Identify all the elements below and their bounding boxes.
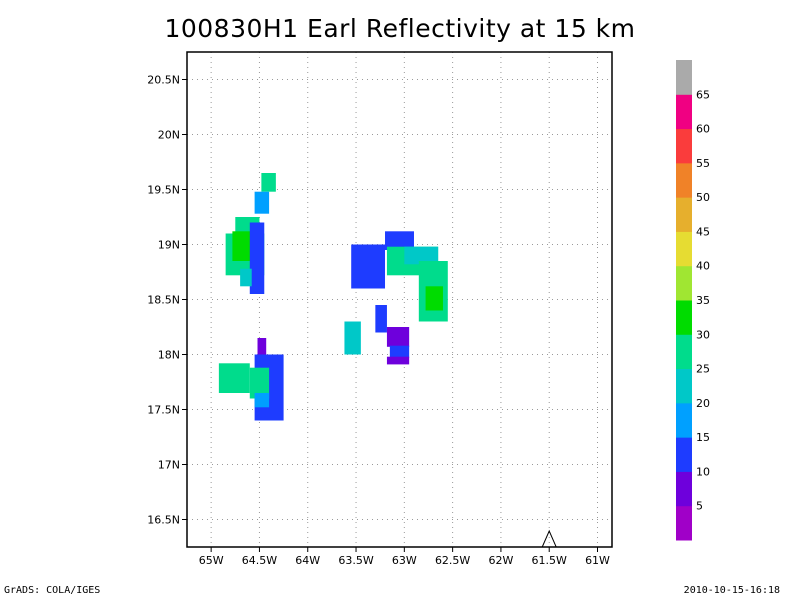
x-tick-label: 63W [392,554,417,567]
y-tick-label: 17N [158,459,180,472]
y-tick-label: 19.5N [147,184,180,197]
colorbar-label: 5 [696,500,703,513]
y-tick-label: 19N [158,239,180,252]
storm-marker [541,529,557,548]
colorbar-label: 10 [696,465,710,478]
colorbar-label: 60 [696,123,710,136]
colorbar: 5 10 15 20 25 30 35 40 45 50 55 60 65 [676,60,710,541]
reflectivity-cell [240,268,252,287]
y-tick-label: 17.5N [147,404,180,417]
y-tick-label: 16.5N [147,514,180,527]
colorbar-label: 55 [696,157,710,170]
reflectivity-cell [404,246,439,265]
colorbar-segment [676,265,692,301]
reflectivity-cell [375,305,387,333]
colorbar-segment [676,162,692,198]
x-tick-label: 62W [488,554,513,567]
colorbar-segment [676,368,692,404]
colorbar-segment [676,300,692,335]
colorbar-label: 20 [696,397,710,410]
reflectivity-cell [232,231,252,261]
plot-frame [186,51,613,548]
colorbar-label: 35 [696,294,710,307]
reflectivity-cell [257,338,267,355]
x-tick-label: 64W [295,554,320,567]
colorbar-segment [676,197,692,232]
y-tick-label: 18.5N [147,294,180,307]
colorbar-segment [676,437,692,472]
reflectivity-cell [351,244,386,289]
x-tick-label: 62.5W [435,554,470,567]
colorbar-label: 25 [696,363,710,376]
y-axis-ticks: 16.5N 17N 17.5N 18N 18.5N 19N 19.5N 20N 20.5N [147,74,187,527]
reflectivity-cell [425,286,443,311]
x-tick-label: 64.5W [242,554,277,567]
colorbar-label: 30 [696,328,710,341]
reflectivity-cell [218,363,250,393]
reflectivity-cell [254,393,270,408]
colorbar-segment [676,471,692,507]
colorbar-segment [676,505,692,541]
colorbar-segment [676,128,692,164]
x-axis-ticks: 65W 64.5W 64W 63.5W 63W 62.5W 62W 61.5W 61W [199,547,610,567]
reflectivity-cell [389,345,410,358]
x-tick-label: 65W [199,554,224,567]
colorbar-segment [676,231,692,267]
colorbar-segment [676,334,692,370]
chart-title: 100830H1 Earl Reflectivity at 15 km [164,14,636,43]
reflectivity-cell [386,327,410,347]
reflectivity-field [218,173,448,421]
x-tick-label: 61.5W [532,554,567,567]
reflectivity-cell [254,191,270,214]
colorbar-segment [676,402,692,438]
reflectivity-cell [249,222,265,294]
colorbar-label: 15 [696,431,710,444]
reflectivity-cell [385,231,414,250]
footer-timestamp: 2010-10-15-16:18 [683,585,780,596]
x-tick-label: 61W [585,554,610,567]
triangle-marker [541,529,557,548]
reflectivity-cell [344,321,361,355]
colorbar-label: 40 [696,260,710,273]
colorbar-segment [676,94,692,130]
y-tick-label: 20N [158,129,180,142]
colorbar-segment [676,60,692,95]
reflectivity-cell [386,356,410,365]
grid-lines [187,52,612,547]
x-tick-label: 63.5W [338,554,373,567]
reflectivity-cell [261,173,276,192]
colorbar-label: 45 [696,225,710,238]
footer-credit: GrADS: COLA/IGES [4,585,101,596]
y-tick-label: 20.5N [147,74,180,87]
colorbar-label: 50 [696,191,710,204]
colorbar-label: 65 [696,88,710,101]
reflectivity-cell [249,367,270,399]
y-tick-label: 18N [158,349,180,362]
